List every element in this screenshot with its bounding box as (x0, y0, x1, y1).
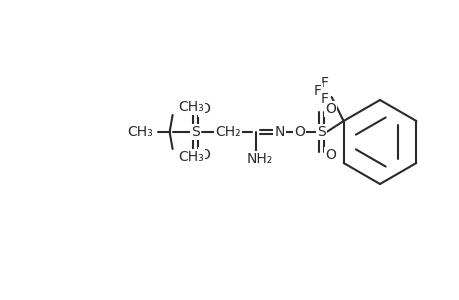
Text: O: O (325, 102, 336, 116)
Text: F: F (320, 92, 328, 106)
Text: NH₂: NH₂ (246, 152, 272, 166)
Text: CH₃: CH₃ (177, 100, 203, 114)
Text: O: O (325, 148, 336, 162)
Text: S: S (191, 125, 200, 139)
Text: N: N (274, 125, 284, 139)
Text: CH₂: CH₂ (214, 125, 240, 139)
Text: F: F (313, 84, 321, 98)
Text: CH₃: CH₃ (177, 150, 203, 164)
Text: O: O (294, 125, 304, 139)
Text: S: S (317, 125, 325, 139)
Text: O: O (199, 102, 210, 116)
Text: CH₃: CH₃ (127, 125, 152, 139)
Text: O: O (199, 148, 210, 162)
Text: F: F (320, 76, 328, 90)
